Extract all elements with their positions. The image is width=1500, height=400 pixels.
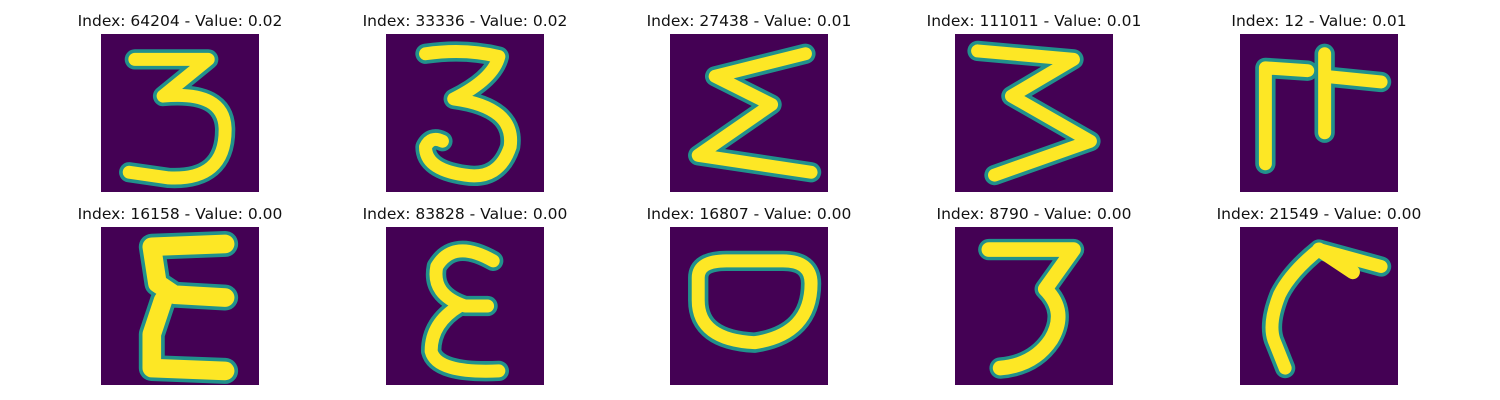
digit-3-icon: [955, 227, 1113, 385]
panel-9: Index: 8790 - Value: 0.00: [892, 204, 1176, 394]
glyph-icon: [1240, 227, 1398, 385]
panel-title: Index: 16807 - Value: 0.00: [646, 205, 852, 223]
panel-title: Index: 12 - Value: 0.01: [1231, 12, 1407, 30]
digit-3-icon: [101, 34, 259, 192]
panel-title: Index: 16158 - Value: 0.00: [77, 205, 283, 223]
digit-3-icon: [955, 34, 1113, 192]
panel-title: Index: 111011 - Value: 0.01: [926, 12, 1142, 30]
panel-8: Index: 16807 - Value: 0.00: [607, 204, 891, 394]
panel-5: Index: 12 - Value: 0.01: [1177, 11, 1461, 201]
panel-title: Index: 27438 - Value: 0.01: [646, 12, 852, 30]
panel-6: Index: 16158 - Value: 0.00: [38, 204, 322, 394]
panel-title: Index: 64204 - Value: 0.02: [77, 12, 283, 30]
sigma-icon: [670, 34, 828, 192]
digit-3-icon: [386, 34, 544, 192]
letter-o-icon: [670, 227, 828, 385]
epsilon-icon: [386, 227, 544, 385]
panel-title: Index: 83828 - Value: 0.00: [362, 205, 568, 223]
panel-10: Index: 21549 - Value: 0.00: [1177, 204, 1461, 394]
panel-title: Index: 21549 - Value: 0.00: [1216, 205, 1422, 223]
panel-title: Index: 33336 - Value: 0.02: [362, 12, 568, 30]
glyph-icon: [1240, 34, 1398, 192]
panel-1: Index: 64204 - Value: 0.02: [38, 11, 322, 201]
panel-2: Index: 33336 - Value: 0.02: [323, 11, 607, 201]
panel-3: Index: 27438 - Value: 0.01: [607, 11, 891, 201]
panel-4: Index: 111011 - Value: 0.01: [892, 11, 1176, 201]
epsilon-icon: [101, 227, 259, 385]
panel-title: Index: 8790 - Value: 0.00: [936, 205, 1132, 223]
panel-7: Index: 83828 - Value: 0.00: [323, 204, 607, 394]
